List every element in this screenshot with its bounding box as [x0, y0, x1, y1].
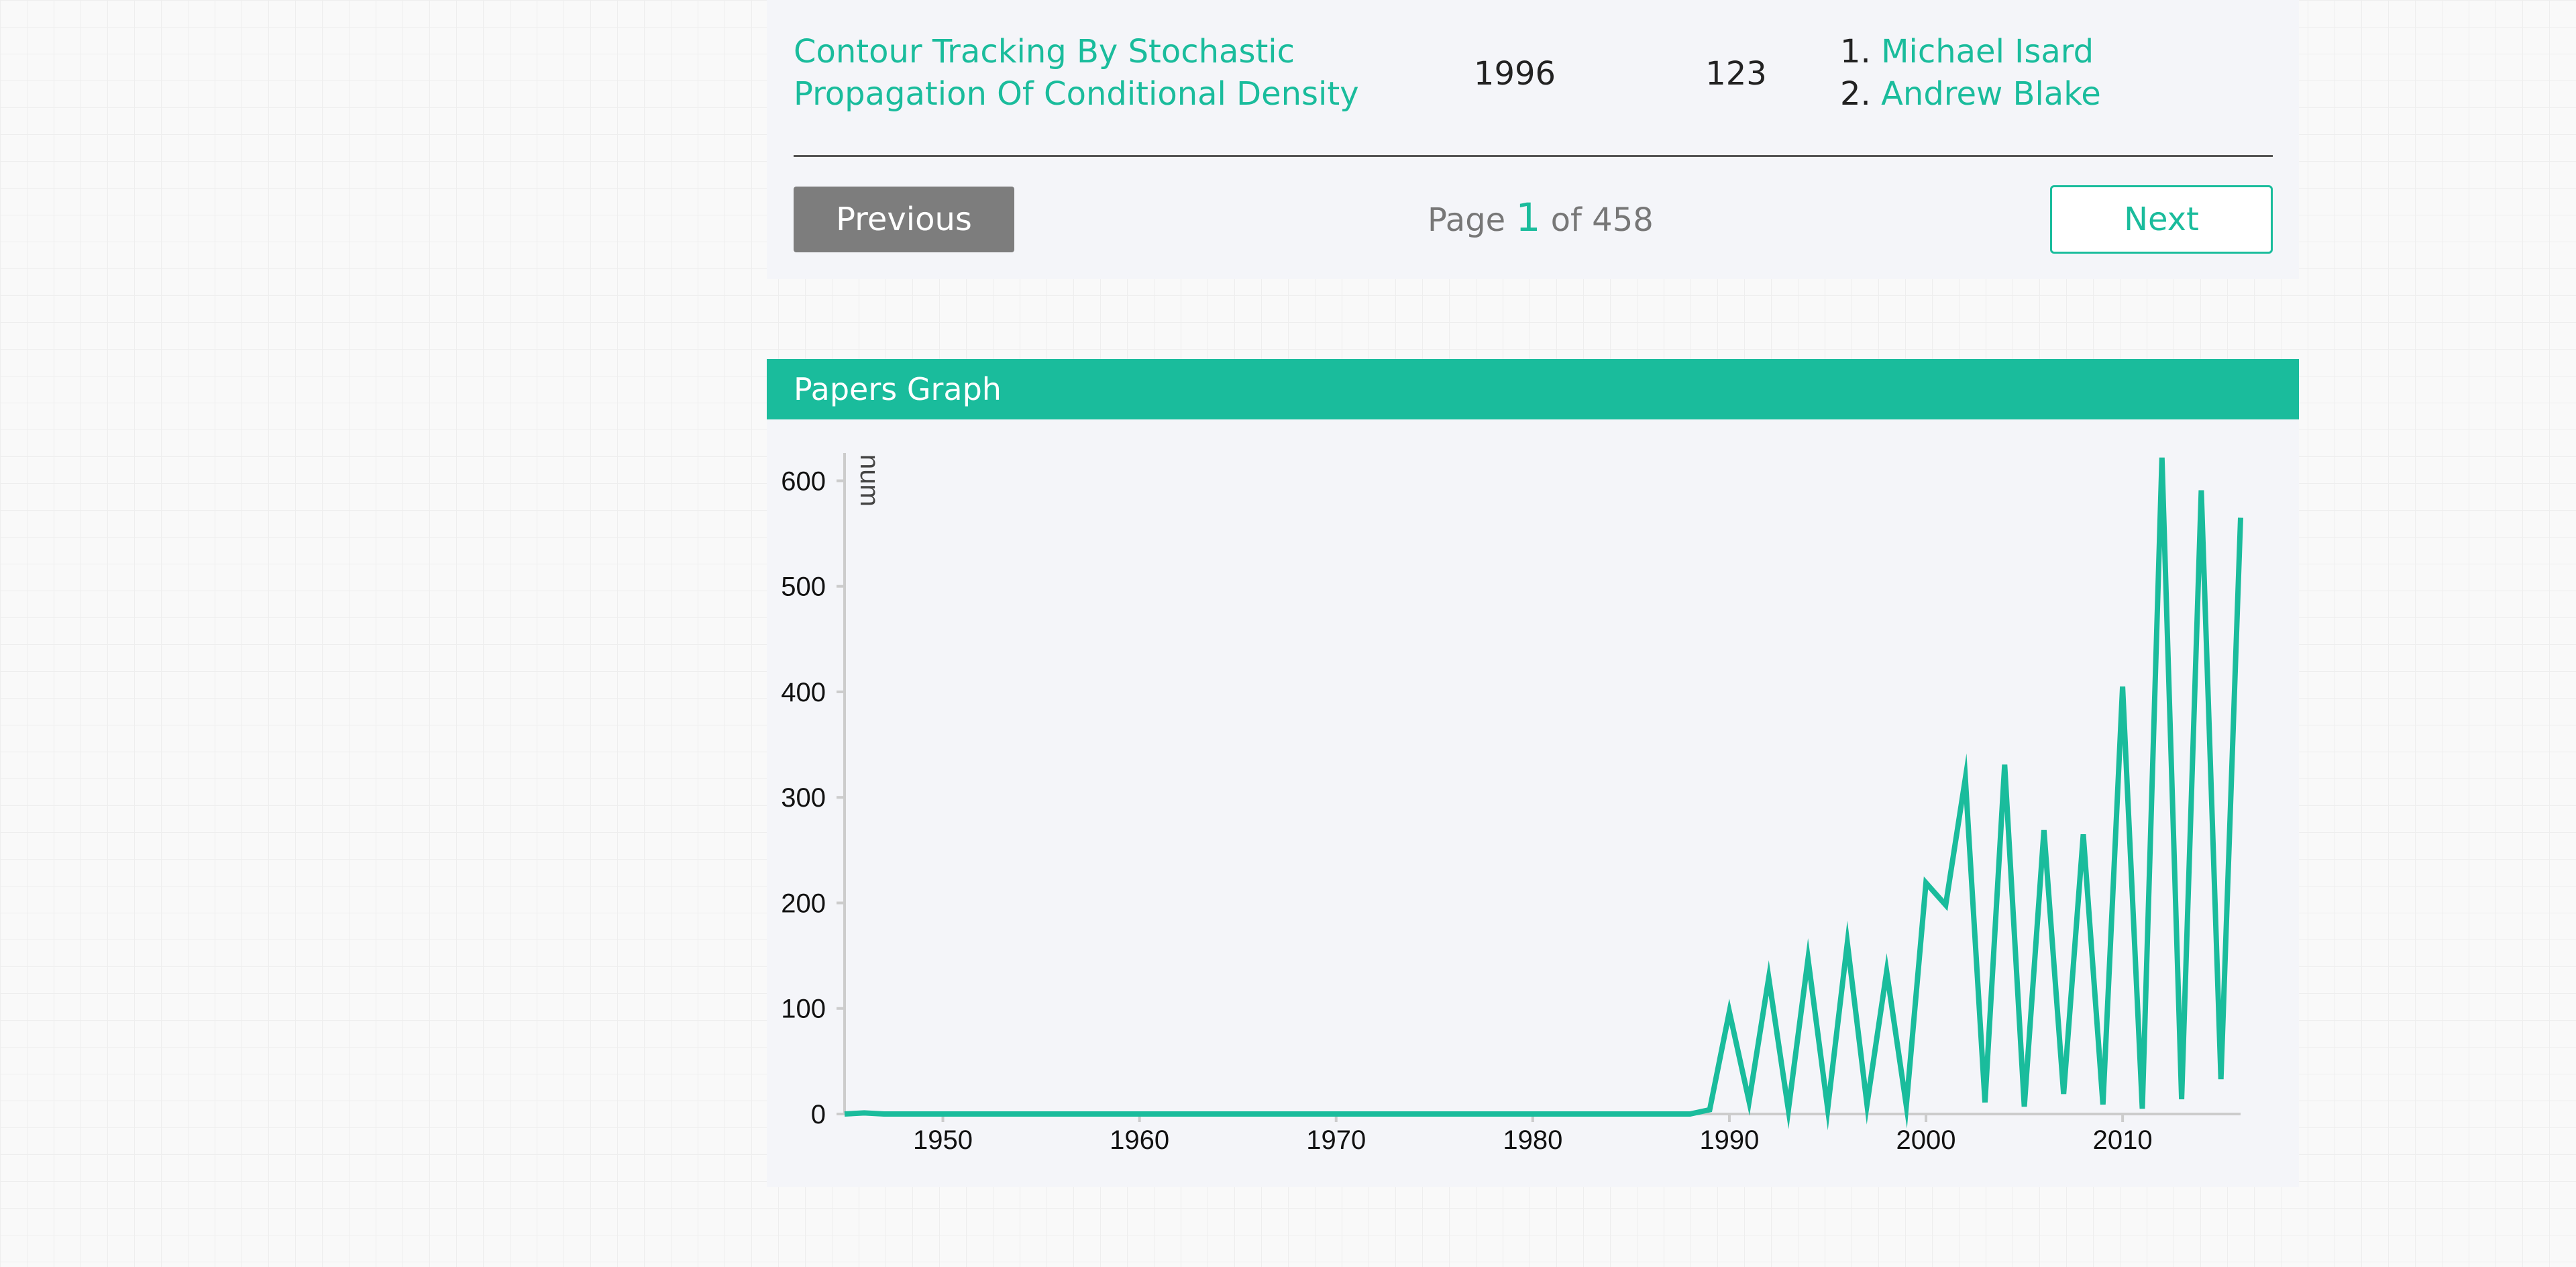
x-tick-label: 2010 [2093, 1125, 2153, 1155]
y-tick-label: 500 [781, 572, 826, 602]
paper-title-link[interactable]: Contour Tracking By Stochastic Propagati… [794, 33, 1359, 113]
series-group [844, 457, 2243, 1131]
graph-header: Papers Graph [767, 359, 2299, 419]
next-button[interactable]: Next [2050, 185, 2273, 254]
y-tick-label: 400 [781, 678, 826, 707]
papers-graph-card: Papers Graph 0 100 200 300 400 500 600 1950 196… [767, 359, 2299, 1187]
author-list: 1. Michael Isard 2. Andrew Blake [1840, 31, 2101, 115]
x-tick-label: 1950 [913, 1125, 973, 1155]
author-link[interactable]: Andrew Blake [1881, 75, 2101, 113]
x-axis: 1950 1960 1970 1980 1990 2000 2010 [845, 1113, 2241, 1155]
y-tick-label: 600 [781, 466, 826, 496]
page-indicator: Page 1 of 458 [1428, 192, 1654, 246]
previous-button[interactable]: Previous [794, 187, 1014, 252]
papers-table-card: Contour Tracking By Stochastic Propagati… [767, 0, 2299, 279]
page-prefix: Page [1428, 201, 1506, 239]
author-number: 1. [1840, 33, 1871, 70]
paper-year: 1996 [1473, 55, 1556, 93]
page-total: of 458 [1550, 201, 1654, 239]
paper-citation-count: 123 [1705, 55, 1767, 93]
pagination: Previous Page 1 of 458 Next [794, 185, 2273, 255]
y-axis-title: num [855, 454, 884, 507]
y-tick-label: 200 [781, 889, 826, 918]
x-tick-label: 1960 [1110, 1125, 1169, 1155]
author-item: 2. Andrew Blake [1840, 73, 2101, 115]
current-page-number: 1 [1515, 195, 1541, 240]
x-tick-label: 2000 [1896, 1125, 1956, 1155]
x-tick-label: 1970 [1306, 1125, 1366, 1155]
y-tick-label: 100 [781, 995, 826, 1024]
author-number: 2. [1840, 75, 1871, 113]
author-item: 1. Michael Isard [1840, 31, 2101, 73]
y-tick-label: 0 [811, 1100, 826, 1129]
table-row: Contour Tracking By Stochastic Propagati… [794, 0, 2273, 157]
y-tick-label: 300 [781, 783, 826, 813]
papers-line-chart: 0 100 200 300 400 500 600 1950 1960 1970 1980 1990… [781, 453, 2243, 1155]
y-axis: 0 100 200 300 400 500 600 [781, 453, 846, 1129]
x-tick-label: 1980 [1503, 1125, 1562, 1155]
author-link[interactable]: Michael Isard [1881, 33, 2094, 70]
series-line-num [844, 457, 2243, 1131]
x-tick-label: 1990 [1699, 1125, 1759, 1155]
